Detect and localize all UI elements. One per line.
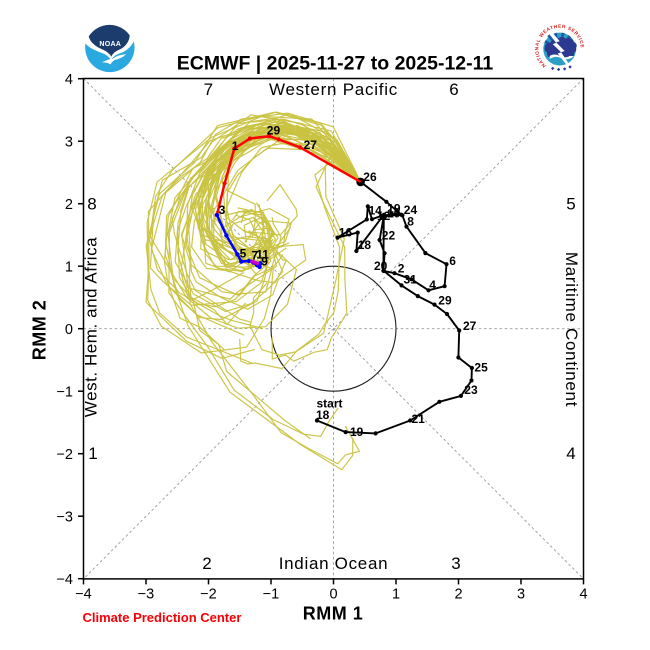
svg-text:−1: −1 [263, 587, 280, 603]
svg-text:3: 3 [451, 554, 460, 573]
svg-text:25: 25 [474, 361, 488, 375]
svg-text:8: 8 [87, 195, 96, 214]
svg-text:21: 21 [412, 412, 426, 426]
svg-text:2: 2 [398, 261, 405, 275]
svg-text:19: 19 [387, 201, 401, 215]
svg-text:0: 0 [329, 587, 337, 603]
svg-text:14: 14 [369, 204, 383, 218]
svg-text:26: 26 [363, 170, 377, 184]
svg-text:RMM 1: RMM 1 [303, 604, 364, 624]
svg-text:2: 2 [202, 554, 211, 573]
svg-text:start: start [317, 397, 343, 411]
svg-text:2: 2 [65, 197, 73, 213]
svg-text:Maritime Continent: Maritime Continent [562, 252, 581, 407]
svg-text:3: 3 [517, 587, 525, 603]
svg-text:8: 8 [407, 215, 414, 229]
svg-text:−3: −3 [138, 587, 155, 603]
svg-text:18: 18 [358, 238, 372, 252]
svg-text:4: 4 [429, 278, 436, 292]
svg-text:ECMWF | 2025-11-27 to 2025-12-: ECMWF | 2025-11-27 to 2025-12-11 [177, 53, 494, 75]
svg-text:4: 4 [579, 587, 587, 603]
svg-text:1: 1 [232, 139, 239, 153]
svg-text:5: 5 [240, 246, 247, 260]
svg-text:9: 9 [261, 255, 268, 269]
svg-text:0: 0 [65, 322, 73, 338]
svg-text:7: 7 [251, 248, 258, 262]
svg-text:1: 1 [392, 587, 400, 603]
svg-text:27: 27 [463, 319, 477, 333]
svg-text:5: 5 [566, 195, 575, 214]
svg-text:24: 24 [404, 203, 418, 217]
svg-text:22: 22 [382, 228, 396, 242]
svg-text:6: 6 [449, 254, 456, 268]
svg-text:2: 2 [454, 587, 462, 603]
svg-text:RMM 2: RMM 2 [30, 300, 50, 361]
svg-text:7: 7 [204, 80, 213, 99]
svg-text:12: 12 [377, 209, 391, 223]
svg-text:23: 23 [464, 383, 478, 397]
svg-text:−2: −2 [200, 587, 217, 603]
svg-text:1: 1 [88, 444, 97, 463]
svg-text:10: 10 [387, 207, 401, 221]
svg-text:18: 18 [316, 408, 330, 422]
svg-text:6: 6 [449, 80, 458, 99]
svg-text:27: 27 [304, 138, 318, 152]
svg-text:1: 1 [65, 259, 73, 275]
svg-text:−4: −4 [56, 572, 73, 588]
svg-text:−4: −4 [75, 587, 92, 603]
svg-text:19: 19 [350, 425, 364, 439]
svg-text:29: 29 [267, 124, 281, 138]
svg-text:3: 3 [219, 203, 226, 217]
svg-text:West. Hem. and Africa: West. Hem. and Africa [82, 237, 101, 417]
svg-text:3: 3 [65, 134, 73, 150]
svg-text:Western Pacific: Western Pacific [269, 80, 398, 99]
svg-text:16: 16 [339, 225, 353, 239]
svg-text:31: 31 [404, 273, 418, 287]
svg-text:Climate Prediction Center: Climate Prediction Center [83, 610, 242, 625]
svg-text:Indian Ocean: Indian Ocean [279, 554, 389, 573]
svg-text:20: 20 [374, 259, 388, 273]
svg-text:−2: −2 [56, 447, 73, 463]
svg-text:−1: −1 [56, 384, 73, 400]
svg-text:29: 29 [438, 293, 452, 307]
svg-text:4: 4 [566, 444, 575, 463]
svg-text:−3: −3 [56, 509, 73, 525]
svg-text:4: 4 [65, 72, 73, 88]
svg-text:NOAA: NOAA [99, 40, 121, 48]
svg-text:11: 11 [256, 248, 269, 262]
